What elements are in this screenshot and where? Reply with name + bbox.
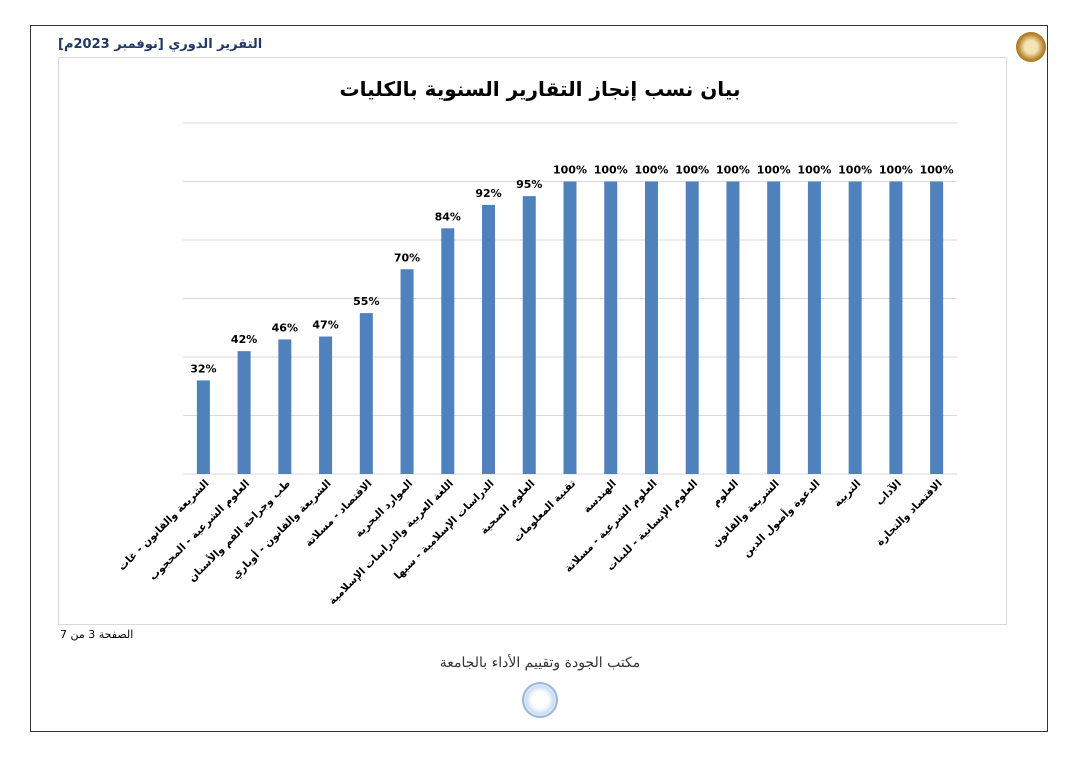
office-name: مكتب الجودة وتقييم الأداء بالجامعة — [439, 655, 641, 671]
bar — [848, 181, 862, 474]
bar — [604, 181, 618, 474]
quality-office-logo-icon — [522, 682, 558, 718]
x-tick-label: الآداب — [873, 477, 904, 508]
bar — [482, 204, 496, 474]
data-label: 55% — [353, 295, 379, 308]
bar — [563, 181, 577, 474]
data-label: 100% — [675, 164, 709, 177]
x-tick-label: الهندسة — [581, 478, 619, 516]
data-label: 100% — [920, 164, 954, 177]
data-label: 84% — [435, 210, 461, 223]
x-tick-label: العلوم — [710, 478, 741, 509]
report-header-title: التقرير الدوري [نوفمبر 2023م] — [58, 37, 263, 52]
x-tick-label: التربية — [831, 478, 863, 510]
bar — [522, 196, 536, 474]
bar — [319, 336, 333, 474]
data-label: 100% — [553, 164, 587, 177]
data-label: 100% — [757, 164, 791, 177]
data-label: 100% — [594, 164, 628, 177]
data-label: 92% — [475, 187, 501, 200]
data-label: 100% — [797, 164, 831, 177]
bar — [930, 181, 944, 474]
chart-title: بيان نسب إنجاز التقارير السنوية بالكليات — [339, 77, 741, 101]
data-label: 46% — [272, 321, 298, 334]
bar — [400, 269, 414, 474]
page-number: الصفحة 3 من 7 — [60, 628, 134, 641]
bar — [726, 181, 740, 474]
data-label: 100% — [634, 164, 668, 177]
x-tick-label: الدعوة وأصول الدين — [739, 476, 822, 559]
bar — [441, 228, 455, 474]
data-label: 100% — [879, 164, 913, 177]
bar — [237, 351, 251, 474]
page-border — [30, 25, 1048, 732]
bar — [807, 181, 821, 474]
data-label: 95% — [516, 178, 542, 191]
bar — [767, 181, 781, 474]
bar — [196, 380, 210, 474]
bar — [644, 181, 658, 474]
data-label: 100% — [716, 164, 750, 177]
data-label: 47% — [312, 319, 338, 332]
data-label: 100% — [838, 164, 872, 177]
data-label: 42% — [231, 333, 257, 346]
bar — [278, 339, 292, 474]
bar — [685, 181, 699, 474]
chart-frame — [58, 57, 1007, 625]
university-logo-icon — [1016, 32, 1046, 62]
bar — [889, 181, 903, 474]
bar — [359, 313, 373, 474]
data-label: 32% — [190, 362, 216, 375]
data-label: 70% — [394, 251, 420, 264]
